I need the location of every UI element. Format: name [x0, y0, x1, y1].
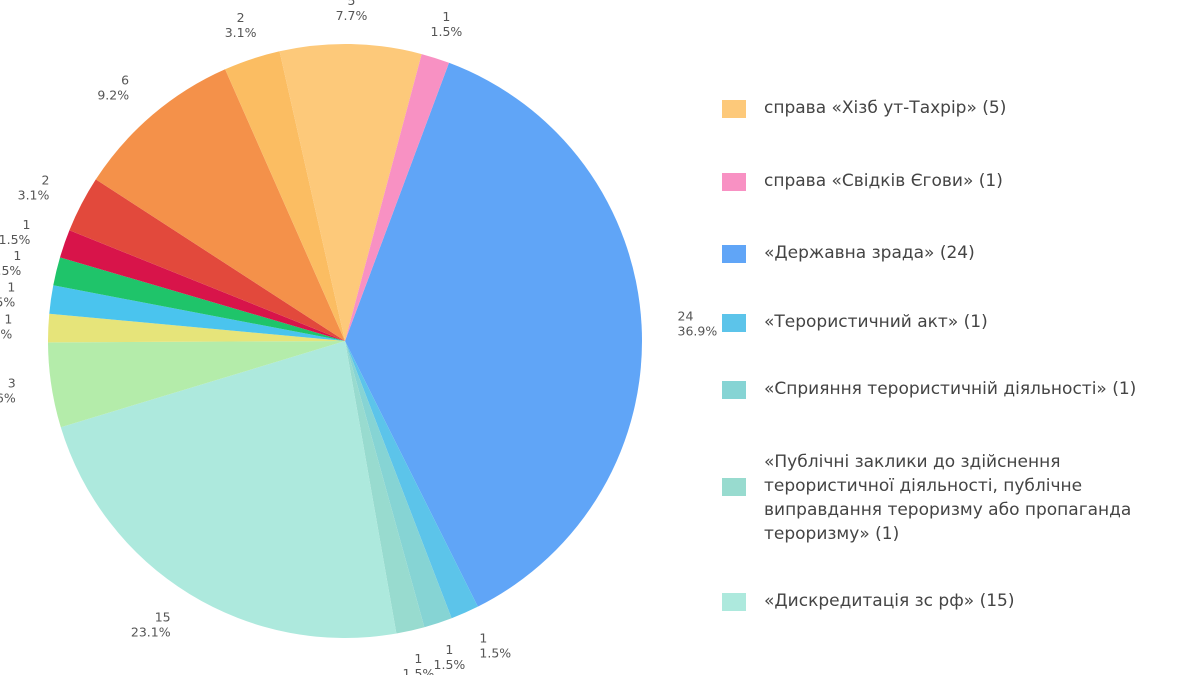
slice-percent-label-4: 1.5% [403, 666, 435, 675]
pie-slice-14 [279, 43, 422, 341]
slice-percent-label-9: 1.5% [0, 263, 21, 278]
slice-count-label-4: 1 [414, 651, 422, 666]
pie-slice-5 [60, 341, 397, 638]
legend-label: «Дискредитація зс рф» (15) [764, 591, 1015, 611]
slice-percent-label-5: 23.1% [131, 625, 171, 640]
legend-swatch [722, 593, 746, 611]
slice-count-label-10: 1 [22, 217, 30, 232]
legend-item: «Терористичний акт» (1) [722, 310, 1184, 334]
pie-slice-3 [345, 341, 452, 628]
slice-percent-label-3: 1.5% [434, 657, 466, 672]
legend-swatch [722, 173, 746, 191]
pie-slice-2 [345, 341, 478, 619]
slice-count-label-9: 1 [13, 248, 21, 263]
legend-swatch [722, 478, 746, 496]
slice-count-label-2: 1 [479, 631, 487, 646]
slice-count-label-6: 3 [8, 376, 16, 391]
pie-slice-8 [49, 285, 345, 341]
slice-count-label-1: 24 [678, 308, 694, 323]
slice-percent-label-8: 1.5% [0, 294, 15, 309]
slice-count-label-13: 2 [237, 10, 245, 25]
legend-label: «Державна зрада» (24) [764, 243, 975, 263]
slice-percent-label-14: 7.7% [336, 8, 368, 23]
slice-count-label-11: 2 [41, 173, 49, 188]
slice-percent-label-7: 1.5% [0, 327, 12, 342]
pie-slice-13 [225, 51, 345, 342]
pie-slice-11 [69, 179, 346, 341]
legend-item: «Сприяння терористичній діяльності» (1) [722, 377, 1184, 401]
slice-count-label-5: 15 [155, 610, 171, 625]
pie-slices [47, 43, 643, 638]
legend-swatch [722, 381, 746, 399]
slice-percent-label-11: 3.1% [18, 188, 50, 203]
pie-slice-4 [345, 341, 425, 634]
slice-count-label-15: 1 [442, 9, 450, 24]
slice-count-label-14: 5 [348, 0, 356, 8]
legend-item: «Державна зрада» (24) [722, 241, 1184, 265]
slice-count-label-8: 1 [7, 279, 15, 294]
pie-slice-10 [60, 230, 345, 341]
slice-count-label-3: 1 [445, 642, 453, 657]
legend-item: «Дискредитація зс рф» (15) [722, 589, 1184, 613]
pie-slice-1 [345, 62, 643, 607]
slice-percent-label-6: 4.6% [0, 391, 16, 406]
slice-percent-label-10: 1.5% [0, 232, 31, 247]
slice-labels: 2436.9%11.5%11.5%11.5%1523.1%34.6%11.5%1… [0, 0, 717, 675]
legend-swatch [722, 100, 746, 118]
pie-slice-9 [53, 257, 346, 341]
pie-slice-6 [48, 341, 345, 428]
legend-swatch [722, 314, 746, 332]
slice-percent-label-13: 3.1% [225, 25, 257, 40]
slice-percent-label-12: 9.2% [97, 88, 129, 103]
slice-count-label-7: 1 [4, 312, 12, 327]
legend-label: «Сприяння терористичній діяльності» (1) [764, 379, 1137, 399]
legend-label: «Терористичний акт» (1) [764, 312, 988, 332]
legend-label: справа «Хізб ут-Тахрір» (5) [764, 98, 1007, 118]
pie-slice-12 [95, 69, 345, 342]
legend-item: справа «Хізб ут-Тахрір» (5) [722, 96, 1184, 120]
legend-item: «Публічні заклики до здійснення терорист… [722, 450, 1184, 546]
slice-percent-label-1: 36.9% [678, 323, 718, 338]
slice-percent-label-2: 1.5% [479, 646, 511, 661]
slice-count-label-12: 6 [121, 73, 129, 88]
legend-swatch [722, 245, 746, 263]
legend-label: справа «Свідків Єгови» (1) [764, 171, 1003, 191]
legend-item: справа «Свідків Єгови» (1) [722, 169, 1184, 193]
slice-percent-label-15: 1.5% [431, 24, 463, 39]
pie-slice-15 [345, 54, 450, 341]
pie-slice-7 [47, 313, 345, 343]
legend-label: «Публічні заклики до здійснення терорист… [764, 452, 1132, 544]
